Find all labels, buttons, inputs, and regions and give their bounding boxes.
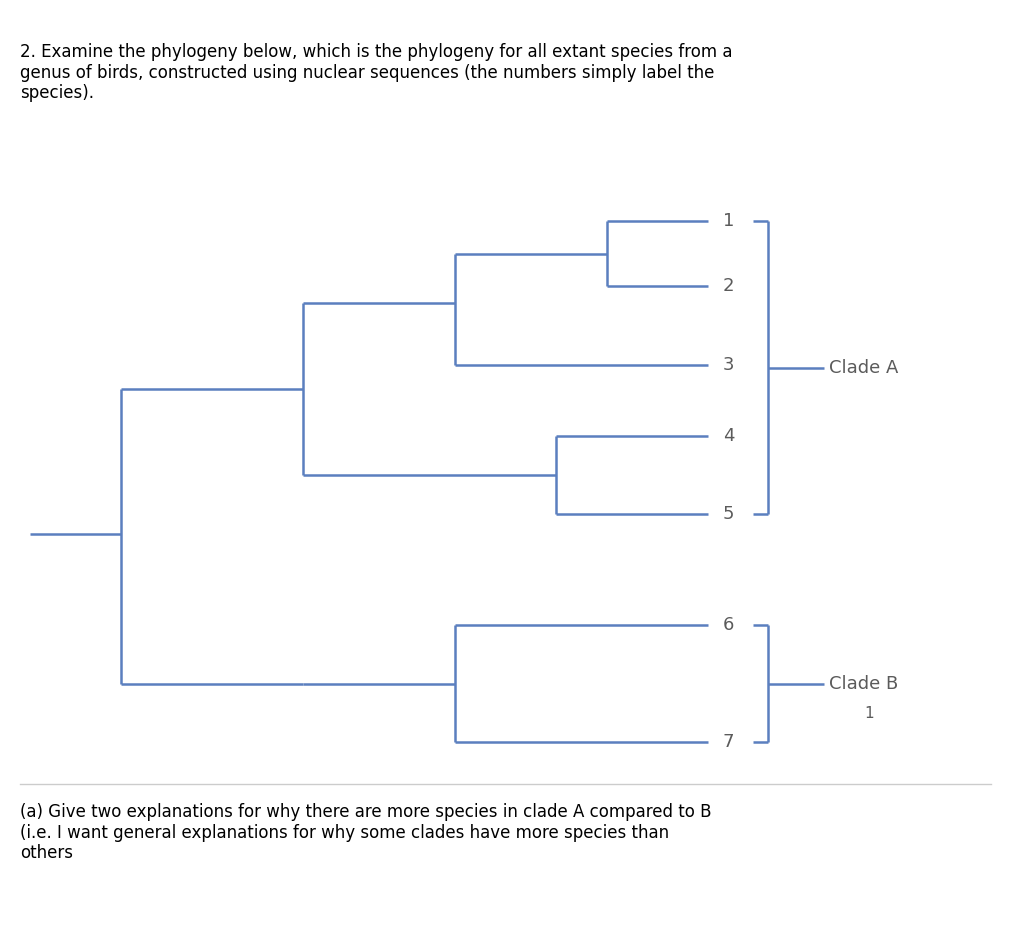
Text: 5: 5 — [723, 505, 734, 523]
Text: 4: 4 — [723, 428, 734, 446]
Text: 1: 1 — [864, 706, 875, 720]
Text: (a) Give two explanations for why there are more species in clade A compared to : (a) Give two explanations for why there … — [20, 803, 712, 863]
Text: 7: 7 — [723, 733, 734, 751]
Text: Clade A: Clade A — [829, 359, 899, 377]
Text: Clade B: Clade B — [829, 674, 898, 693]
Text: 3: 3 — [723, 355, 734, 373]
Text: 2. Examine the phylogeny below, which is the phylogeny for all extant species fr: 2. Examine the phylogeny below, which is… — [20, 43, 733, 103]
Text: 2: 2 — [723, 277, 734, 295]
Text: 1: 1 — [723, 212, 734, 230]
Text: 6: 6 — [723, 617, 734, 634]
